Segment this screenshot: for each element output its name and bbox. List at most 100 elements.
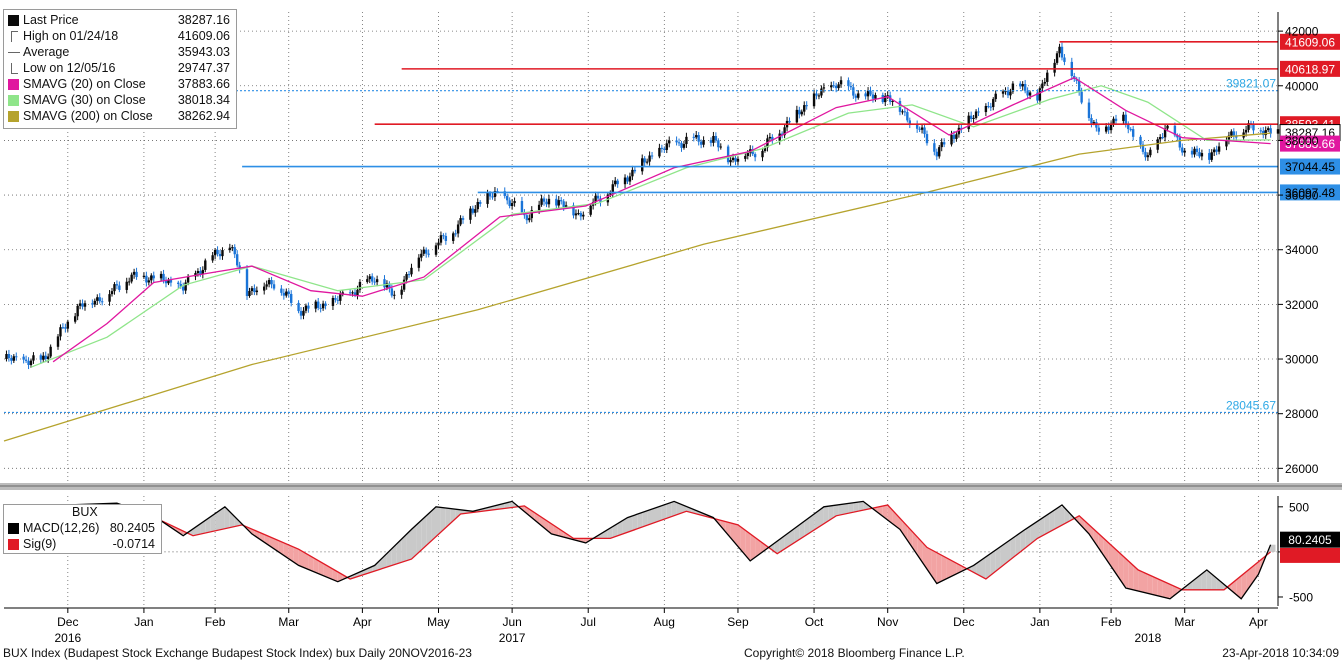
year-label: 2017 — [499, 631, 526, 645]
price-tick-label: 38000 — [1285, 134, 1319, 148]
candle-down — [1114, 118, 1118, 121]
candle-up — [1149, 149, 1152, 156]
candle-up — [213, 249, 217, 256]
candle-down — [324, 303, 327, 306]
candle-up — [992, 99, 995, 108]
macd-label: 80.2405 — [1288, 533, 1332, 547]
macd-fill-negative — [1157, 578, 1163, 597]
candle-down — [22, 356, 25, 360]
candle-down — [280, 288, 283, 293]
candle-up — [729, 160, 732, 163]
candle-up — [368, 276, 371, 280]
candle-down — [1161, 137, 1164, 139]
candle-down — [245, 269, 249, 297]
macd-fill-positive — [455, 509, 461, 519]
candle-down — [847, 80, 850, 87]
sma200-line — [3, 132, 1271, 442]
candle-up — [29, 360, 33, 365]
macd-fill-positive — [627, 515, 633, 533]
macd-fill-positive — [804, 517, 810, 537]
macd-fill-positive — [990, 550, 996, 576]
candle-down — [91, 303, 94, 305]
candle-up — [130, 274, 133, 282]
candle-down — [1006, 90, 1010, 96]
legend-value: 38018.34 — [177, 93, 230, 107]
candle-down — [118, 285, 121, 290]
candle-up — [83, 303, 87, 307]
candle-down — [854, 95, 857, 98]
sma30-line — [30, 85, 1271, 368]
candle-down — [1097, 127, 1101, 132]
candle-up — [42, 355, 45, 360]
macd-fill-positive — [1015, 532, 1021, 556]
time-axis: Dec Jan Feb Mar Apr May Jun Jul Aug Sep Oct Nov Dec J… — [4, 607, 1278, 645]
macd-fill-negative — [318, 560, 324, 576]
candle-down — [788, 120, 791, 123]
macd-fill-positive — [848, 502, 854, 514]
candle-up — [668, 140, 671, 144]
candle-up — [1092, 122, 1096, 124]
candle-up — [940, 142, 943, 148]
candle-down — [64, 327, 67, 329]
candle-down — [1141, 144, 1145, 152]
macd-fill-negative — [313, 557, 319, 574]
candle-down — [1181, 147, 1184, 153]
candle-down — [771, 136, 774, 141]
candle-down — [1060, 46, 1064, 58]
candle-up — [1104, 126, 1108, 132]
candle-up — [641, 158, 644, 172]
macd-fill-positive — [809, 514, 815, 534]
macd-fill-negative — [1084, 520, 1089, 534]
macd-fill-positive — [372, 563, 378, 572]
candle-up — [920, 127, 924, 130]
candle-up — [452, 233, 455, 241]
candle-up — [437, 242, 440, 246]
price-tick-label: 40000 — [1285, 79, 1319, 93]
candle-up — [255, 290, 259, 293]
level-label-box — [1280, 33, 1340, 50]
legend-label: Average — [23, 45, 70, 59]
candle-up — [574, 213, 578, 216]
candle-up — [972, 117, 975, 119]
candle-down — [692, 136, 695, 138]
footer-copyright: Copyright© 2018 Bloomberg Finance L.P. — [744, 646, 965, 660]
candle-up — [628, 176, 632, 182]
macd-fill-negative — [308, 554, 314, 572]
candle-up — [1163, 128, 1167, 138]
candle-down — [834, 85, 838, 89]
candle-up — [594, 195, 597, 203]
candle-down — [290, 293, 293, 303]
candle-up — [221, 250, 224, 257]
candle-down — [307, 305, 310, 309]
candle-up — [73, 316, 77, 322]
candle-up — [110, 291, 114, 295]
macd-fill-negative — [1093, 529, 1099, 549]
macd-fill-negative — [877, 506, 883, 517]
candle-down — [442, 235, 445, 237]
month-label: Sep — [727, 615, 749, 629]
macd-fill-negative — [1113, 547, 1119, 578]
legend-sma20: SMAVG (20) on Close 37883.66 — [4, 76, 236, 92]
month-label: Feb — [205, 615, 226, 629]
macd-fill-positive — [1216, 578, 1222, 590]
candle-up — [228, 247, 232, 251]
candle-up — [614, 180, 617, 185]
candle-up — [540, 198, 543, 205]
candle-up — [250, 288, 254, 292]
candle-up — [56, 336, 60, 347]
macd-fill-negative — [1123, 556, 1129, 589]
legend-value: 38287.16 — [177, 13, 230, 27]
candle-down — [27, 360, 30, 365]
macd-fill-positive — [671, 502, 677, 517]
macd-fill-negative — [1128, 560, 1134, 590]
candle-up — [611, 184, 614, 194]
candle-down — [1259, 130, 1263, 132]
candle-up — [530, 210, 533, 219]
macd-fill-positive — [838, 504, 844, 516]
macd-fill-negative — [278, 540, 284, 556]
month-label: Mar — [1174, 615, 1195, 629]
candle-up — [493, 191, 497, 197]
candle-down — [164, 280, 168, 284]
candle-down — [297, 302, 300, 312]
candle-down — [753, 154, 757, 158]
